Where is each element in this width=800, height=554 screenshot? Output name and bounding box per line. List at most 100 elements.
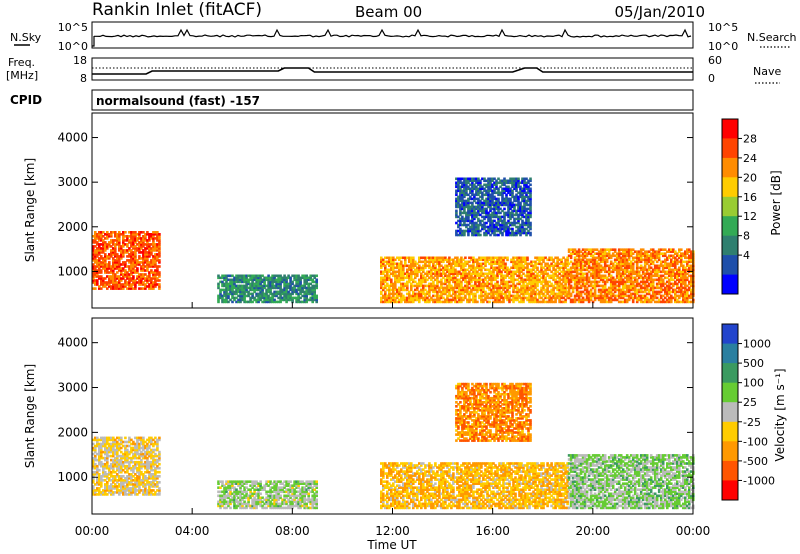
data-cell — [595, 282, 599, 286]
data-cell — [231, 274, 234, 278]
data-cell — [406, 300, 409, 304]
data-cell — [573, 278, 577, 282]
data-cell — [118, 237, 121, 240]
data-cell — [470, 268, 473, 272]
data-cell — [489, 229, 492, 233]
data-cell — [530, 278, 533, 282]
data-cell — [486, 296, 489, 300]
data-cell — [452, 292, 455, 296]
data-cell — [467, 209, 470, 213]
data-cell — [158, 253, 161, 256]
data-cell — [475, 185, 478, 189]
data-cell — [463, 187, 466, 191]
data-cell — [472, 288, 475, 292]
data-cell — [273, 290, 276, 294]
data-cell — [283, 296, 286, 300]
data-cell — [532, 274, 535, 278]
data-cell — [112, 253, 115, 256]
data-cell — [664, 264, 667, 268]
data-cell — [452, 278, 455, 282]
data-cell — [402, 298, 405, 302]
data-cell — [487, 181, 490, 185]
data-cell — [497, 205, 500, 209]
data-cell — [540, 290, 543, 294]
data-cell — [446, 268, 449, 272]
data-cell — [469, 191, 472, 195]
data-cell — [516, 278, 519, 282]
data-cell — [463, 223, 466, 227]
data-cell — [150, 237, 153, 240]
data-cell — [261, 290, 264, 294]
data-cell — [434, 294, 437, 298]
data-cell — [587, 294, 591, 298]
data-cell — [520, 268, 523, 272]
data-cell — [384, 270, 387, 274]
data-cell — [489, 179, 492, 183]
data-cell — [410, 298, 413, 302]
data-cell — [623, 262, 627, 266]
data-cell — [515, 217, 518, 221]
data-cell — [593, 274, 597, 278]
data-cell — [124, 235, 127, 238]
data-cell — [140, 243, 143, 246]
data-cell — [444, 282, 447, 286]
data-cell — [643, 276, 647, 280]
data-cell — [438, 274, 441, 278]
data-cell — [110, 241, 113, 244]
data-cell — [575, 258, 579, 262]
data-cell — [619, 282, 623, 286]
data-cell — [548, 294, 551, 298]
data-cell — [569, 292, 573, 296]
data-cell — [426, 272, 429, 276]
data-cell — [468, 298, 471, 302]
data-cell — [599, 290, 603, 294]
data-cell — [475, 221, 478, 225]
data-cell — [631, 282, 635, 286]
data-cell — [529, 203, 532, 207]
data-cell — [456, 272, 459, 276]
data-cell — [156, 249, 159, 252]
data-cell — [558, 276, 561, 280]
data-cell — [491, 191, 494, 195]
data-cell — [479, 181, 482, 185]
data-cell — [477, 219, 480, 223]
data-cell — [556, 274, 559, 278]
data-cell — [506, 268, 509, 272]
data-cell — [104, 247, 107, 250]
data-cell — [625, 274, 629, 278]
data-cell — [542, 292, 545, 296]
data-cell — [575, 286, 579, 290]
data-cell — [267, 294, 270, 298]
data-cell — [396, 288, 399, 292]
data-cell — [526, 258, 529, 262]
data-cell — [311, 288, 314, 292]
data-cell — [528, 278, 531, 282]
data-cell — [515, 231, 518, 235]
data-cell — [465, 219, 468, 223]
data-cell — [406, 280, 409, 284]
data-cell — [617, 282, 621, 286]
data-cell — [655, 290, 659, 294]
data-cell — [519, 213, 522, 217]
data-cell — [237, 288, 240, 292]
data-cell — [615, 276, 619, 280]
data-cell — [597, 254, 601, 258]
data-cell — [92, 251, 95, 254]
data-cell — [489, 225, 492, 229]
data-cell — [516, 288, 519, 292]
data-cell — [538, 294, 541, 298]
data-cell — [295, 290, 298, 294]
data-cell — [96, 255, 99, 258]
data-cell — [150, 283, 153, 286]
data-cell — [142, 235, 145, 238]
data-cell — [478, 256, 481, 260]
data-cell — [463, 201, 466, 205]
data-cell — [659, 288, 663, 292]
data-cell — [554, 286, 557, 290]
data-cell — [605, 248, 609, 251]
data-cell — [525, 185, 528, 189]
data-cell — [489, 187, 492, 191]
data-cell — [566, 260, 569, 264]
data-cell — [461, 219, 464, 223]
data-cell — [106, 247, 109, 250]
